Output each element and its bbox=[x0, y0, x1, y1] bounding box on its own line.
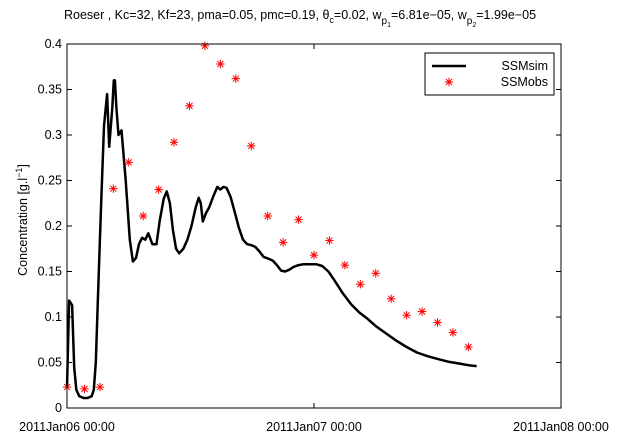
legend-swatch-ssmobs bbox=[444, 77, 454, 87]
obs-point bbox=[247, 141, 256, 151]
obs-point bbox=[169, 138, 179, 147]
y-tick-label: 0 bbox=[55, 401, 62, 415]
obs-point bbox=[80, 384, 89, 394]
legend: SSMsim SSMobs bbox=[424, 52, 555, 96]
obs-point bbox=[294, 215, 303, 224]
y-tick-label: 0.35 bbox=[38, 83, 62, 97]
obs-point bbox=[200, 41, 210, 51]
legend-box bbox=[424, 52, 555, 96]
obs-point bbox=[154, 185, 163, 194]
x-tick-label: 2011Jan08 00:00 bbox=[513, 420, 609, 434]
obs-point bbox=[309, 250, 319, 260]
y-tick-label: 0.4 bbox=[45, 37, 62, 51]
obs-point bbox=[464, 342, 473, 352]
legend-label-ssmobs: SSMobs bbox=[501, 75, 548, 89]
y-tick-label: 0.2 bbox=[45, 219, 62, 233]
chart-title: Roeser , Kc=32, Kf=23, pma=0.05, pmc=0.1… bbox=[64, 8, 536, 29]
y-tick-label: 0.15 bbox=[38, 265, 62, 279]
obs-point bbox=[95, 382, 105, 392]
obs-point bbox=[386, 294, 396, 303]
y-tick-label: 0.1 bbox=[45, 310, 62, 324]
obs-point bbox=[448, 328, 458, 337]
y-axis-label: Concentration [g.l−1] bbox=[14, 164, 30, 276]
legend-label-ssmsim: SSMsim bbox=[501, 59, 548, 73]
axis-ticks: 0 0.05 0.1 0.15 0.2 0.25 0.3 0.35 0.4 2011Jan06 0… bbox=[19, 37, 609, 434]
obs-point bbox=[185, 101, 194, 111]
axes-frame bbox=[66, 43, 562, 409]
obs-point bbox=[216, 59, 225, 69]
series-line-ssmsim bbox=[65, 79, 477, 400]
obs-point bbox=[356, 280, 365, 289]
obs-point bbox=[325, 236, 334, 245]
obs-point bbox=[278, 238, 288, 247]
obs-point bbox=[109, 184, 118, 193]
y-tick-label: 0.25 bbox=[38, 174, 62, 188]
obs-point bbox=[340, 260, 350, 270]
legend-asterisk-icon bbox=[444, 77, 454, 87]
y-tick-label: 0.3 bbox=[45, 128, 62, 142]
obs-point bbox=[124, 158, 133, 167]
x-tick-label: 2011Jan06 00:00 bbox=[19, 420, 115, 434]
x-tick-label: 2011Jan07 00:00 bbox=[266, 420, 362, 434]
obs-point bbox=[138, 211, 148, 221]
obs-point bbox=[231, 74, 240, 83]
obs-point bbox=[433, 318, 442, 327]
y-tick-label: 0.05 bbox=[38, 356, 62, 370]
obs-point bbox=[417, 307, 427, 316]
obs-point bbox=[371, 269, 380, 278]
plot-area bbox=[62, 41, 477, 400]
obs-point bbox=[402, 310, 411, 320]
obs-point bbox=[263, 211, 272, 221]
